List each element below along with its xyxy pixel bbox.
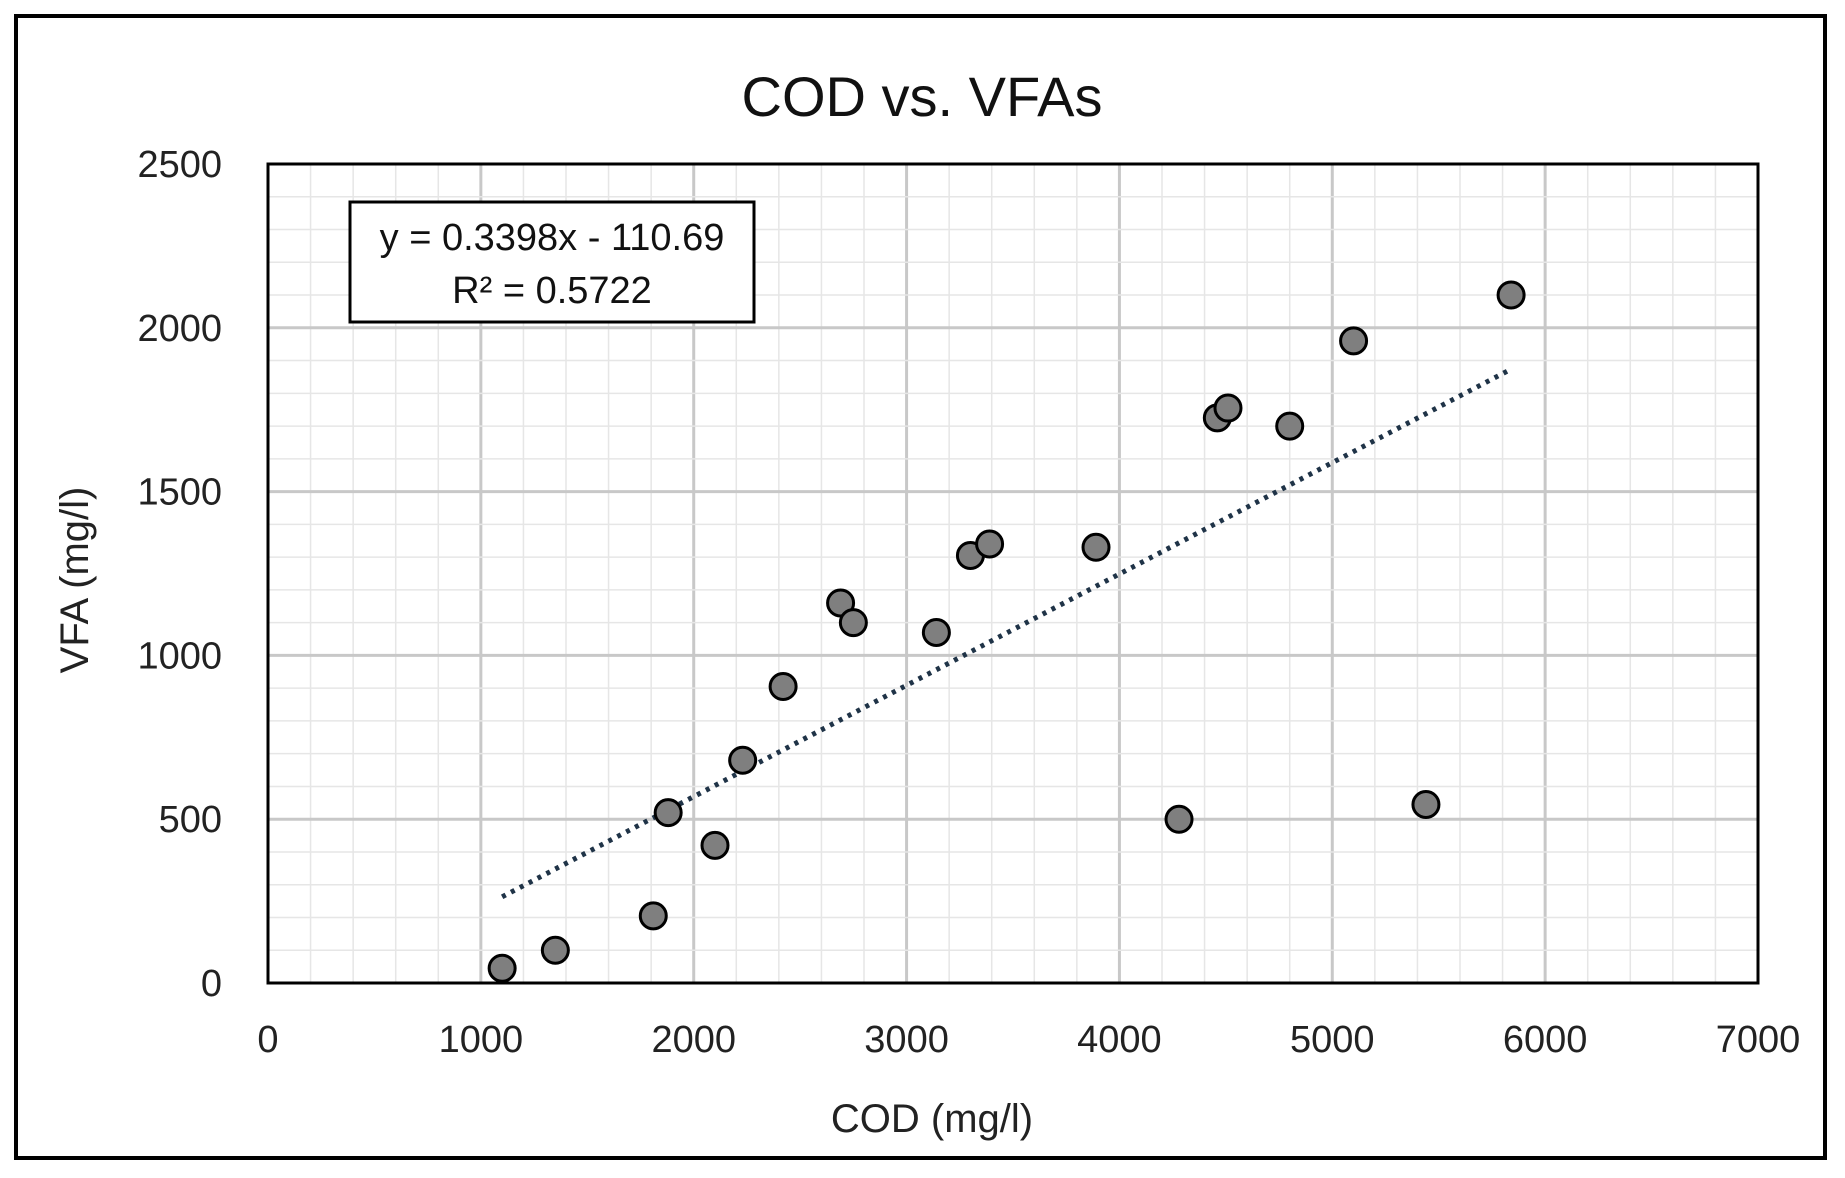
data-point [487,953,517,983]
y-axis-title: VFA (mg/l) [53,487,97,674]
data-point [1339,326,1369,356]
plot-area [266,162,1760,985]
trendline-r2: R² = 0.5722 [452,270,652,312]
data-point [1164,804,1194,834]
x-axis-title: COD (mg/l) [831,1097,1033,1141]
data-point [1081,532,1111,562]
x-tick-label: 5000 [1290,1019,1375,1061]
data-point [653,798,683,828]
y-tick-label: 0 [201,963,222,1005]
data-point [838,608,868,638]
data-point [728,745,758,775]
data-point [1213,393,1243,423]
y-tick-label: 2000 [137,308,222,350]
x-tick-label: 6000 [1503,1019,1588,1061]
data-point [1411,789,1441,819]
data-point [921,617,951,647]
y-tick-label: 1000 [137,635,222,677]
x-tick-label: 4000 [1077,1019,1162,1061]
trendline [500,366,1513,900]
x-tick-label: 3000 [864,1019,949,1061]
data-point [540,935,570,965]
x-axis-ticks: 0 1000 2000 3000 4000 5000 6000 7000 [257,1019,1800,1061]
y-axis-ticks: 0 500 1000 1500 2000 2500 [137,144,222,1005]
x-tick-label: 2000 [651,1019,736,1061]
chart-frame [14,14,1827,1160]
y-tick-label: 2500 [137,144,222,186]
data-points [487,280,1526,983]
data-point [1275,411,1305,441]
data-point [1496,280,1526,310]
data-point [700,830,730,860]
trendline-equation: y = 0.3398x - 110.69 [380,217,725,259]
y-tick-label: 1500 [137,472,222,514]
data-point [768,672,798,702]
chart-title: COD vs. VFAs [742,65,1103,128]
data-point [975,529,1005,559]
data-point [638,901,668,931]
x-tick-label: 0 [257,1019,278,1061]
y-tick-label: 500 [159,799,222,841]
trendline-equation-box: y = 0.3398x - 110.69 R² = 0.5722 [348,200,756,324]
x-tick-label: 7000 [1716,1019,1801,1061]
x-tick-label: 1000 [439,1019,524,1061]
